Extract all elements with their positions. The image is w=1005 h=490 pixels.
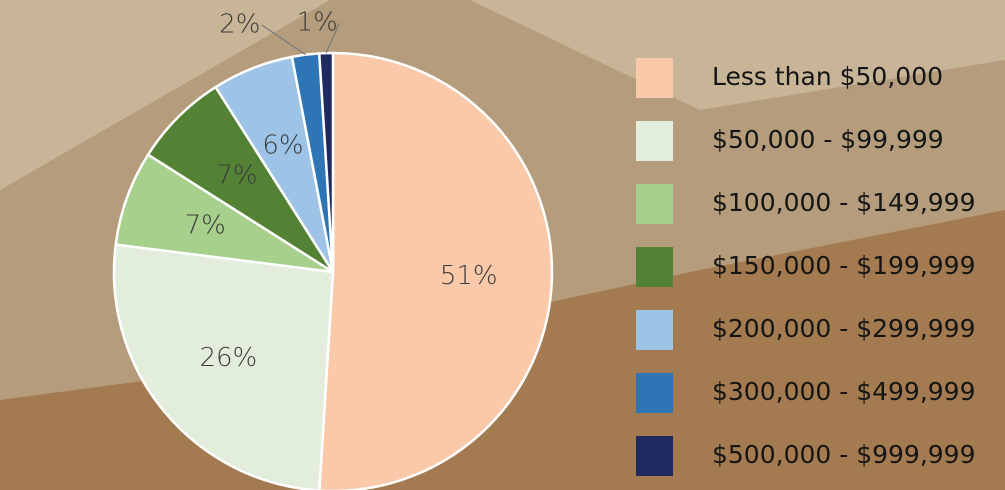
legend-label: $100,000 - $149,999: [712, 188, 976, 217]
chart: 51%26%7%7%6%2%1% Less than $50,000$50,00…: [0, 0, 1005, 490]
legend-swatch: [636, 184, 673, 224]
data-label: 1%: [297, 8, 338, 38]
data-label: 6%: [262, 130, 303, 160]
legend-swatch: [636, 436, 673, 476]
data-label: 2%: [219, 9, 260, 39]
legend-label: $500,000 - $999,999: [712, 440, 976, 469]
legend-swatch: [636, 247, 673, 287]
legend-label: $150,000 - $199,999: [712, 251, 976, 280]
data-label: 7%: [185, 211, 226, 241]
page: {"chart_data": {"type": "pie", "categori…: [0, 0, 1005, 490]
legend-label: $50,000 - $99,999: [712, 125, 944, 154]
data-label: 26%: [199, 343, 257, 373]
legend-label: Less than $50,000: [712, 62, 943, 91]
data-label: 7%: [216, 160, 257, 190]
legend-swatch: [636, 373, 673, 413]
legend-swatch: [636, 121, 673, 161]
legend-label: $300,000 - $499,999: [712, 377, 976, 406]
legend-swatch: [636, 58, 673, 98]
legend-label: $200,000 - $299,999: [712, 314, 976, 343]
data-label: 51%: [440, 261, 498, 291]
legend-swatch: [636, 310, 673, 350]
